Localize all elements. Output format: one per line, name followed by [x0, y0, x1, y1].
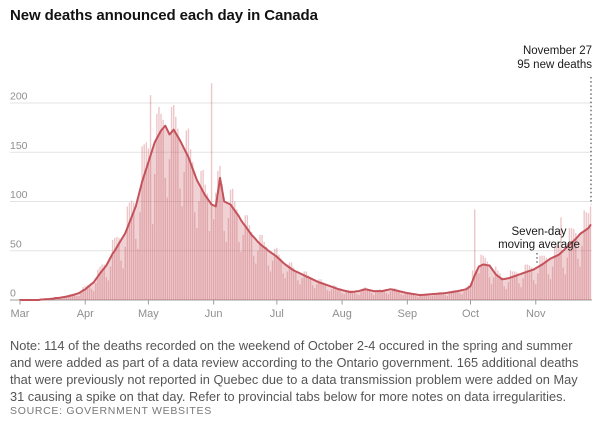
y-tick-label: 150 — [10, 140, 28, 152]
x-tick-label: May — [138, 308, 159, 320]
page-title: New deaths announced each day in Canada — [10, 7, 318, 24]
x-tick-label: Jun — [205, 308, 223, 320]
x-tick-label: Nov — [526, 308, 546, 320]
x-tick-label: Jul — [270, 308, 284, 320]
peak-annotation-date: November 27 — [522, 45, 592, 57]
x-tick-label: Oct — [462, 308, 479, 320]
y-tick-label: 100 — [10, 189, 28, 201]
x-tick-label: Aug — [332, 308, 352, 320]
ma-area — [20, 125, 591, 300]
y-tick-label: 50 — [10, 238, 22, 250]
peak-annotation-value: 95 new deaths — [517, 59, 592, 71]
x-tick-label: Apr — [77, 308, 94, 320]
moving-average-label-line1: Seven-day — [511, 226, 567, 238]
x-axis: Mar Apr May Jun Jul Aug Sep Oct Nov — [11, 300, 546, 320]
y-tick-label: 0 — [10, 288, 16, 300]
moving-average-label-line2: moving average — [498, 239, 580, 251]
footnote: Note: 114 of the deaths recorded on the … — [10, 338, 579, 404]
y-gridlines: 0 50 100 150 200 — [10, 91, 592, 301]
moving-average-label: Seven-day moving average — [478, 226, 600, 252]
chart-area: 0 50 100 150 200 Mar Apr May Jun Jul Aug Sep Oct Nov — [10, 77, 592, 320]
chart-canvas: 0 50 100 150 200 Mar Apr May Jun Jul Aug Sep Oct Nov — [10, 77, 592, 320]
y-tick-label: 200 — [10, 91, 28, 103]
peak-annotation: November 27 95 new deaths — [517, 44, 592, 72]
source-line: SOURCE: GOVERNMENT WEBSITES — [10, 405, 212, 417]
ma-line — [19, 124, 592, 301]
x-tick-label: Mar — [11, 308, 30, 320]
x-tick-label: Sep — [398, 308, 418, 320]
daily-bars — [38, 83, 592, 301]
